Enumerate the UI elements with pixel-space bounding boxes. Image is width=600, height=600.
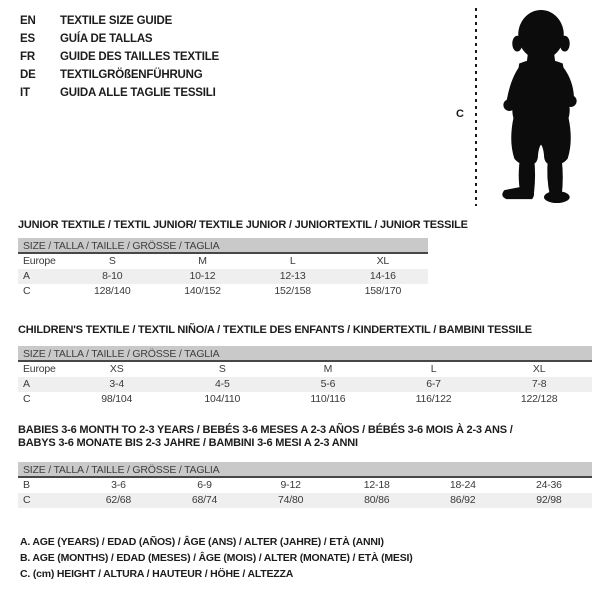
- guide-title: TEXTILE SIZE GUIDE: [60, 15, 173, 27]
- table-title: BABIES 3-6 MONTH TO 2-3 YEARS / BEBÉS 3-…: [18, 424, 513, 436]
- guide-title: GUIDA ALLE TAGLIE TESSILI: [60, 87, 216, 99]
- guide-title: GUÍA DE TALLAS: [60, 33, 153, 45]
- size-header-bar: SIZE / TALLA / TAILLE / GRÖSSE / TAGLIA: [18, 346, 592, 362]
- table-row: C 98/104 104/110 110/116 116/122 122/128: [18, 392, 592, 407]
- cell-value: 6-7: [426, 378, 441, 390]
- row-label: B: [23, 479, 30, 491]
- cell-value: 92/98: [536, 494, 562, 506]
- table-rows: B 3-6 6-9 9-12 12-18 18-24 24-36 C 62/68 68/74 74/…: [18, 478, 592, 508]
- language-code: FR: [20, 51, 35, 63]
- table-rows: Europe XS S M L XL A 3-4 4-5 5-6 6-7 7-8 C 98/104 104/…: [18, 362, 592, 407]
- footnote: A. AGE (YEARS) / EDAD (AÑOS) / ÂGE (ANS)…: [20, 536, 384, 548]
- table-rows: Europe S M L XL A 8-10 10-12 12-13 14-16 C 128/140 1…: [18, 254, 428, 299]
- language-code: ES: [20, 33, 35, 45]
- cell-value: M: [198, 255, 207, 267]
- footnote: B. AGE (MONTHS) / EDAD (MESES) / ÂGE (MO…: [20, 552, 413, 564]
- babies-textile-section: BABIES 3-6 MONTH TO 2-3 YEARS / BEBÉS 3-…: [18, 424, 592, 508]
- row-label: C: [23, 285, 31, 297]
- cell-value: S: [218, 363, 226, 375]
- language-row: IT GUIDA ALLE TAGLIE TESSILI: [20, 84, 219, 102]
- language-row: FR GUIDE DES TAILLES TEXTILE: [20, 48, 219, 66]
- size-header-bar: SIZE / TALLA / TAILLE / GRÖSSE / TAGLIA: [18, 238, 428, 254]
- cell-value: 3-6: [111, 479, 126, 491]
- row-label: Europe: [23, 255, 56, 267]
- cell-value: 80/86: [364, 494, 390, 506]
- table-title: CHILDREN'S TEXTILE / TEXTIL NIÑO/A / TEX…: [18, 324, 532, 336]
- cell-value: 9-12: [280, 479, 301, 491]
- cell-value: XL: [532, 363, 546, 375]
- cell-value: 5-6: [320, 378, 336, 390]
- guide-title: TEXTILGRÖßENFÜHRUNG: [60, 69, 203, 81]
- cell-value: 62/68: [105, 494, 132, 506]
- language-code: EN: [20, 15, 36, 27]
- cell-value: 122/128: [520, 393, 558, 405]
- cell-value: 6-9: [197, 479, 212, 491]
- row-label: C: [23, 393, 31, 405]
- table-row: A 3-4 4-5 5-6 6-7 7-8: [18, 377, 592, 392]
- footnote: C. (cm) HEIGHT / ALTURA / HAUTEUR / HÖHE…: [20, 568, 294, 580]
- junior-textile-section: JUNIOR TEXTILE / TEXTIL JUNIOR/ TEXTILE …: [18, 219, 468, 299]
- cell-value: 110/116: [310, 393, 346, 405]
- cell-value: 4-5: [215, 378, 230, 390]
- cell-value: 152/158: [274, 285, 311, 297]
- table-row: C 128/140 140/152 152/158 158/170: [18, 284, 428, 299]
- cell-value: XL: [376, 255, 390, 267]
- table-title: BABYS 3-6 MONATE BIS 2-3 JAHRE / BAMBINI…: [18, 437, 358, 449]
- size-header-bar: SIZE / TALLA / TAILLE / GRÖSSE / TAGLIA: [18, 462, 592, 478]
- table-row: C 62/68 68/74 74/80 80/86 86/92 92/98: [18, 493, 592, 508]
- row-label: C: [23, 494, 31, 506]
- cell-value: M: [323, 363, 333, 375]
- cell-value: 18-24: [449, 479, 476, 491]
- cell-value: 116/122: [415, 393, 452, 405]
- height-measure-dotted-line: [475, 8, 477, 206]
- cell-value: 24-36: [535, 479, 562, 491]
- childrens-textile-section: CHILDREN'S TEXTILE / TEXTIL NIÑO/A / TEX…: [18, 324, 592, 407]
- language-list: EN TEXTILE SIZE GUIDE ES GUÍA DE TALLAS FR GU…: [20, 12, 219, 102]
- cell-value: 140/152: [184, 285, 221, 297]
- cell-value: 12-18: [363, 479, 390, 491]
- row-label: Europe: [23, 363, 56, 375]
- language-code: IT: [20, 87, 30, 99]
- language-code: DE: [20, 69, 36, 81]
- table-title: JUNIOR TEXTILE / TEXTIL JUNIOR/ TEXTILE …: [18, 219, 468, 231]
- row-label: A: [23, 270, 30, 282]
- table-row: B 3-6 6-9 9-12 12-18 18-24 24-36: [18, 478, 592, 493]
- cell-value: 74/80: [277, 494, 304, 506]
- cell-value: 10-12: [189, 270, 216, 282]
- cell-value: L: [289, 255, 296, 267]
- height-measure-label: C: [456, 108, 464, 120]
- toddler-silhouette-icon: [502, 9, 577, 204]
- cell-value: 8-10: [102, 270, 123, 282]
- cell-value: XS: [109, 363, 124, 375]
- language-row: ES GUÍA DE TALLAS: [20, 30, 219, 48]
- cell-value: 7-8: [531, 378, 547, 390]
- table-row: Europe XS S M L XL: [18, 362, 592, 377]
- guide-title: GUIDE DES TAILLES TEXTILE: [60, 51, 219, 63]
- cell-value: 128/140: [94, 285, 131, 297]
- language-row: EN TEXTILE SIZE GUIDE: [20, 12, 219, 30]
- cell-value: 104/110: [204, 393, 241, 405]
- cell-value: L: [430, 363, 437, 375]
- cell-value: 12-13: [279, 270, 306, 282]
- table-row: A 8-10 10-12 12-13 14-16: [18, 269, 428, 284]
- cell-value: 68/74: [191, 494, 218, 506]
- footnotes: A. AGE (YEARS) / EDAD (AÑOS) / ÂGE (ANS)…: [20, 534, 413, 582]
- row-label: A: [23, 378, 30, 390]
- language-row: DE TEXTILGRÖßENFÜHRUNG: [20, 66, 219, 84]
- cell-value: 98/104: [101, 393, 133, 405]
- cell-value: 158/170: [364, 285, 402, 297]
- cell-value: 3-4: [109, 378, 124, 390]
- cell-value: S: [108, 255, 116, 267]
- cell-value: 14-16: [369, 270, 396, 282]
- table-row: Europe S M L XL: [18, 254, 428, 269]
- cell-value: 86/92: [450, 494, 476, 506]
